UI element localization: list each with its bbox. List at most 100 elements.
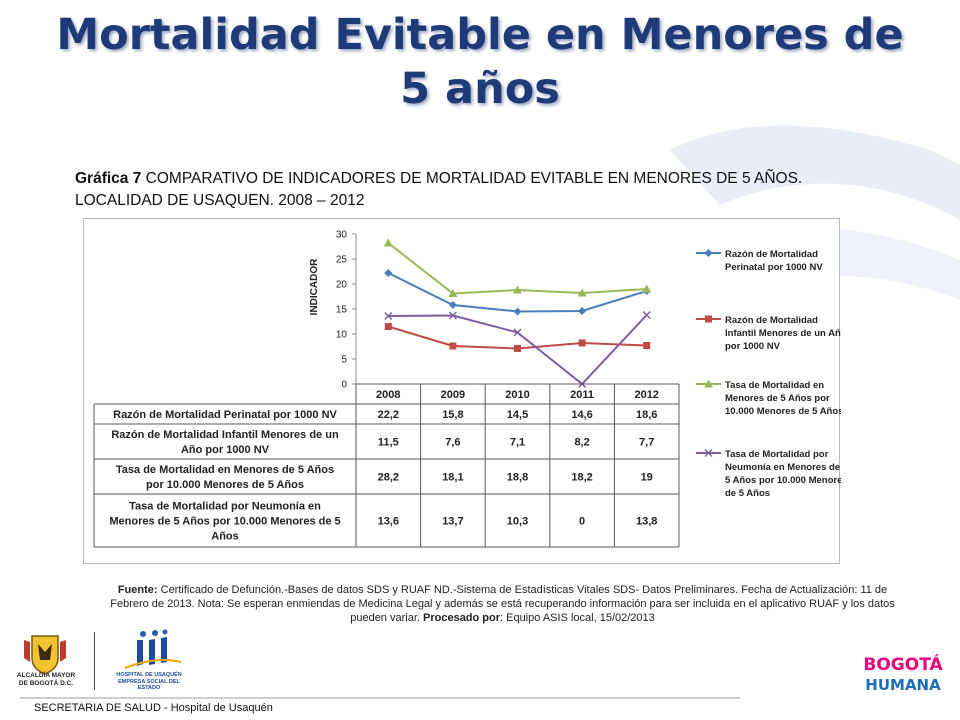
table-cell-value: 0 <box>579 516 585 528</box>
table-header-year: 2008 <box>376 389 400 401</box>
series-3-point <box>513 285 522 294</box>
legend-label: Perinatal por 1000 NV <box>725 262 823 273</box>
series-3-point <box>642 284 652 293</box>
table-cell-value: 7,1 <box>510 437 525 449</box>
series-4-point <box>513 328 522 337</box>
bogota-humana-logo: BOGOTÁ HUMANA <box>863 653 943 694</box>
source-note: Fuente: Certificado de Defunción.-Bases … <box>110 583 895 625</box>
table-cell-value: 8,2 <box>574 437 589 449</box>
caption-text: COMPARATIVO DE INDICADORES DE MORTALIDAD… <box>75 170 803 209</box>
table-cell-value: 7,6 <box>445 437 460 449</box>
series-4-point-stroke <box>642 310 651 320</box>
y-tick-label: 20 <box>336 280 348 291</box>
legend-label: Menores de 5 Años por <box>725 393 830 404</box>
table-cell-value: 14,5 <box>507 409 528 421</box>
legend-marker-4 <box>704 448 713 458</box>
hospital-usaquen-logo <box>124 629 182 669</box>
series-4-point-stroke <box>513 328 522 337</box>
hospital-logo-text: HOSPITAL DE USAQUÉN EMPRESA SOCIAL DEL E… <box>116 672 182 691</box>
legend-label: Razón de Mortalidad <box>725 315 818 326</box>
table-cell-value: 18,6 <box>636 409 657 421</box>
table-row-label: Razón de Mortalidad Infantil Menores de … <box>111 429 339 441</box>
series-4-point-stroke <box>448 311 457 320</box>
series-1-point <box>384 269 393 277</box>
line-chart-with-table: 0 5 10 15 20 25 30 INDICADOR 2008 2009 2010 2011 201… <box>93 230 841 548</box>
series-4-point <box>448 311 457 320</box>
table-cell-value: 11,5 <box>378 437 399 449</box>
table-row-label: Menores de 5 Años por 10.000 Menores de … <box>109 516 340 528</box>
legend-label: Tasa de Mortalidad en <box>725 380 824 391</box>
y-tick-label: 0 <box>341 380 347 391</box>
series-1-point <box>513 307 522 316</box>
table-row-label: Tasa de Mortalidad en Menores de 5 Años <box>116 464 334 476</box>
table-cell-value: 14,6 <box>571 409 592 421</box>
source-text: Certificado de Defunción.-Bases de datos… <box>110 584 895 624</box>
y-tick-label: 15 <box>336 305 348 316</box>
svg-text:BOGOTÁ: BOGOTÁ <box>863 653 943 675</box>
table-cell-value: 13,7 <box>442 516 463 528</box>
table-cell-value: 19 <box>641 472 653 484</box>
table-header-year: 2009 <box>441 389 465 401</box>
y-tick-label: 10 <box>336 330 348 341</box>
series-1-point <box>578 307 587 315</box>
series-2-point <box>578 339 586 347</box>
series-2-point <box>449 342 457 350</box>
table-cell-value: 7,7 <box>639 437 654 449</box>
table-cell-value: 18,1 <box>442 472 463 484</box>
svg-text:HUMANA: HUMANA <box>865 676 941 694</box>
alcaldia-shield-logo <box>24 635 66 675</box>
legend-label: por 1000 NV <box>725 341 781 352</box>
series-4-point <box>642 310 651 320</box>
table-cell-value: 18,2 <box>571 472 592 484</box>
table-cell-value: 15,8 <box>442 409 463 421</box>
series-3-point <box>448 289 458 297</box>
series-2-point <box>643 342 651 349</box>
y-tick-label: 25 <box>336 255 348 266</box>
chart-caption: Gráfica 7 COMPARATIVO DE INDICADORES DE … <box>75 168 835 212</box>
y-tick-label: 30 <box>336 230 348 241</box>
legend-marker-3 <box>704 379 713 388</box>
legend-label: Tasa de Mortalidad por <box>725 449 829 460</box>
legend-label: 5 Años por 10.000 Menores <box>725 475 841 486</box>
series-4-point-stroke <box>384 311 393 321</box>
table-row-label: Tasa de Mortalidad por Neumonía en <box>129 501 321 513</box>
caption-label: Gráfica 7 <box>75 170 142 187</box>
y-tick-label: 5 <box>341 355 347 366</box>
legend-marker-4-stroke <box>704 448 713 458</box>
y-axis-title: INDICADOR <box>309 258 320 315</box>
source-label: Fuente: <box>117 584 158 596</box>
table-cell-value: 13,6 <box>378 516 399 528</box>
page-title: Mortalidad Evitable en Menores de 5 años <box>56 10 904 114</box>
processed-label: Procesado por <box>423 612 501 624</box>
table-cell-value: 28,2 <box>378 472 399 484</box>
legend-label: 10.000 Menores de 5 Años <box>725 406 841 417</box>
footer-text: SECRETARIA DE SALUD - Hospital de Usaqué… <box>34 702 273 714</box>
legend-label: Neumonía en Menores de <box>725 462 840 473</box>
table-cell-value: 18,8 <box>507 472 528 484</box>
footer-divider <box>20 697 740 699</box>
table-row-label: Razón de Mortalidad Perinatal por 1000 N… <box>113 409 337 421</box>
table-cell-value: 10,3 <box>507 516 528 528</box>
table-header-year: 2010 <box>505 389 529 401</box>
legend-label: Infantil Menores de un Año <box>725 328 841 339</box>
table-header-year: 2011 <box>570 389 594 401</box>
logo-divider <box>94 632 95 690</box>
series-2-point <box>384 323 392 330</box>
alcaldia-logo-text: ALCALDÍA MAYOR DE BOGOTÁ D.C. <box>16 672 76 687</box>
legend-label: de 5 Años <box>725 488 770 499</box>
series-3-point <box>577 288 587 297</box>
series-3-point <box>383 238 393 247</box>
table-row-label: Años <box>211 531 239 543</box>
legend-label: Razón de Mortalidad <box>725 249 818 260</box>
legend-marker-2 <box>705 315 712 323</box>
series-1-point <box>448 301 457 309</box>
table-row-label: Año por 1000 NV <box>181 444 270 456</box>
table-cell-value: 22,2 <box>378 409 399 421</box>
chart-container: 0 5 10 15 20 25 30 INDICADOR 2008 2009 2010 2011 201… <box>83 218 841 564</box>
series-4-point <box>384 311 393 321</box>
table-row-label: por 10.000 Menores de 5 Años <box>146 479 304 491</box>
table-header-year: 2012 <box>634 389 658 401</box>
legend-marker-1 <box>704 249 713 257</box>
series-2-point <box>514 345 521 352</box>
table-cell-value: 13,8 <box>636 516 657 528</box>
